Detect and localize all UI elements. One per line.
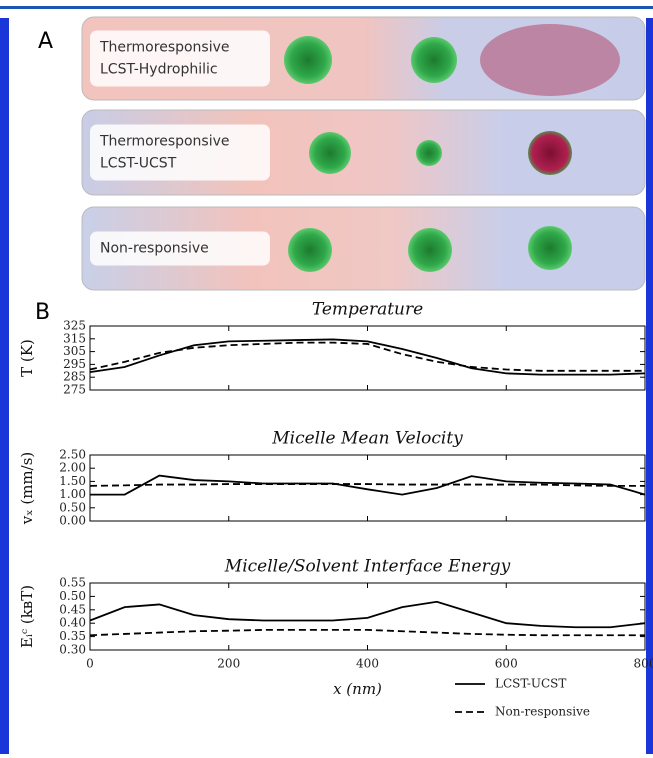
chart-title: Micelle/Solvent Interface Energy <box>224 557 511 577</box>
y-tick-label: 305 <box>63 344 86 358</box>
series-line <box>90 474 646 496</box>
y-tick-label: 2.50 <box>59 448 86 462</box>
x-tick-label: 400 <box>356 657 379 671</box>
plot-frame <box>89 325 646 391</box>
y-tick-label: 285 <box>63 370 86 384</box>
tube-label: LCST-UCST <box>100 156 177 172</box>
plot-frame <box>89 582 646 651</box>
micelle <box>411 37 457 83</box>
y-tick-label: 0.30 <box>59 643 86 657</box>
x-tick-label: 800 <box>634 657 653 671</box>
chart-title: Micelle Mean Velocity <box>271 429 463 449</box>
y-tick-label: 0.50 <box>59 500 86 514</box>
right-border <box>646 18 653 754</box>
micelle <box>408 228 452 272</box>
tube-label: Thermoresponsive <box>99 40 230 56</box>
y-tick-label: 0.50 <box>59 589 86 603</box>
series-line <box>89 600 646 629</box>
tube-label: Non-responsive <box>100 241 209 257</box>
tube-label: LCST-Hydrophilic <box>100 62 218 78</box>
panel-label: B <box>35 300 50 325</box>
y-tick-label: 0.55 <box>59 576 86 590</box>
x-tick-label: 0 <box>86 657 94 671</box>
micelle <box>416 140 442 166</box>
micelle <box>528 131 572 175</box>
y-tick-label: 295 <box>63 357 86 371</box>
label-box <box>90 30 270 87</box>
x-tick-label: 600 <box>495 657 518 671</box>
label-box <box>90 124 270 181</box>
y-axis-label: vₓ (mm/s) <box>18 452 36 526</box>
y-tick-label: 1.00 <box>59 487 86 501</box>
legend-label: LCST-UCST <box>495 677 566 691</box>
chart-title: Temperature <box>312 300 423 320</box>
y-tick-label: 275 <box>63 383 86 397</box>
y-tick-label: 1.50 <box>59 474 86 488</box>
micelle <box>309 132 351 174</box>
series-line <box>89 483 645 487</box>
panel-label: A <box>38 29 53 54</box>
y-tick-label: 315 <box>63 331 86 345</box>
top-rule <box>0 6 653 9</box>
micelle <box>284 36 332 84</box>
micelle-dispersed <box>480 24 620 96</box>
micelle <box>528 226 572 270</box>
y-tick-label: 0.45 <box>59 602 86 616</box>
series-line <box>89 629 645 637</box>
plot-frame <box>89 454 646 522</box>
x-tick-label: 200 <box>217 657 240 671</box>
tube-label: Thermoresponsive <box>99 134 230 150</box>
y-axis-label: Eᵢᶜ (kʙT) <box>18 585 36 648</box>
legend-label: Non-responsive <box>495 705 590 719</box>
y-tick-label: 2.00 <box>59 461 86 475</box>
series-line <box>89 341 645 372</box>
micelle <box>288 228 332 272</box>
y-axis-label: T (K) <box>18 339 36 377</box>
tube <box>81 206 646 291</box>
x-axis-label: x (nm) <box>333 680 382 698</box>
y-tick-label: 0.00 <box>59 514 86 528</box>
y-tick-label: 0.40 <box>59 616 86 630</box>
y-tick-label: 325 <box>63 319 86 333</box>
left-border <box>0 18 9 754</box>
label-box <box>90 231 270 266</box>
y-tick-label: 0.35 <box>59 629 86 643</box>
